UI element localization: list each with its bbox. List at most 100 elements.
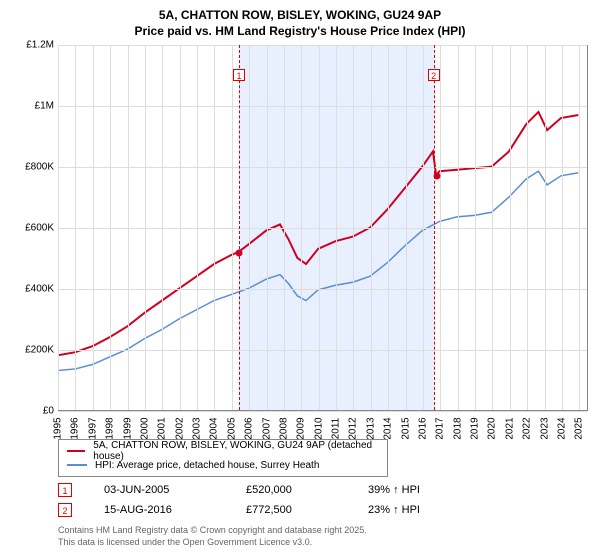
x-tick-label: 2011 <box>331 418 342 440</box>
sale-price: £772,500 <box>246 504 336 516</box>
x-tick-label: 2016 <box>417 418 428 440</box>
gridline-v <box>249 45 250 410</box>
title-line2: Price paid vs. HM Land Registry's House … <box>12 24 588 40</box>
gridline-v <box>284 45 285 410</box>
sale-price: £520,000 <box>246 484 336 496</box>
legend-swatch <box>67 464 87 466</box>
footer-line2: This data is licensed under the Open Gov… <box>58 537 588 549</box>
x-tick-label: 2023 <box>539 418 550 440</box>
legend: 5A, CHATTON ROW, BISLEY, WOKING, GU24 9A… <box>58 439 388 477</box>
event-line <box>239 45 240 410</box>
gridline-h <box>58 228 587 229</box>
x-tick-label: 1999 <box>122 418 133 440</box>
gridline-v <box>319 45 320 410</box>
x-tick-label: 2014 <box>383 418 394 440</box>
gridline-v <box>440 45 441 410</box>
x-tick-label: 1995 <box>53 418 64 440</box>
sale-badge: 1 <box>58 483 72 497</box>
x-tick-label: 2024 <box>556 418 567 440</box>
x-tick-label: 2006 <box>244 418 255 440</box>
gridline-v <box>388 45 389 410</box>
gridline-v <box>562 45 563 410</box>
gridline-v <box>93 45 94 410</box>
y-tick-label: £400K <box>25 284 54 295</box>
footer: Contains HM Land Registry data © Crown c… <box>58 525 588 548</box>
gridline-v <box>371 45 372 410</box>
gridline-h <box>58 45 587 46</box>
gridline-h <box>58 350 587 351</box>
gridline-h <box>58 289 587 290</box>
gridline-v <box>423 45 424 410</box>
x-tick-label: 2005 <box>226 418 237 440</box>
x-tick-label: 2020 <box>487 418 498 440</box>
x-tick-label: 2025 <box>574 418 585 440</box>
sales-list: 1 03-JUN-2005 £520,000 39% ↑ HPI 2 15-AUG-201… <box>12 483 588 517</box>
sale-delta: 39% ↑ HPI <box>368 484 420 496</box>
gridline-v <box>214 45 215 410</box>
footer-line1: Contains HM Land Registry data © Crown c… <box>58 525 588 537</box>
x-tick-label: 2018 <box>452 418 463 440</box>
gridline-v <box>492 45 493 410</box>
x-tick-label: 1997 <box>87 418 98 440</box>
gridline-h <box>58 106 587 107</box>
x-tick-label: 2012 <box>348 418 359 440</box>
x-tick-label: 2021 <box>504 418 515 440</box>
chart-area: £0£200K£400K£600K£800K£1M£1.2M 12 199519… <box>12 45 588 433</box>
x-tick-label: 2010 <box>313 418 324 440</box>
gridline-v <box>145 45 146 410</box>
y-tick-label: £1.2M <box>26 40 54 51</box>
sale-row: 1 03-JUN-2005 £520,000 39% ↑ HPI <box>58 483 588 497</box>
gridline-v <box>301 45 302 410</box>
gridline-v <box>406 45 407 410</box>
gridline-v <box>180 45 181 410</box>
gridline-v <box>232 45 233 410</box>
x-tick-label: 2013 <box>365 418 376 440</box>
event-line <box>434 45 435 410</box>
x-tick-label: 2004 <box>209 418 220 440</box>
x-tick-label: 2017 <box>435 418 446 440</box>
gridline-v <box>527 45 528 410</box>
sale-badge: 2 <box>58 503 72 517</box>
x-tick-label: 2002 <box>174 418 185 440</box>
y-tick-label: £1M <box>35 101 54 112</box>
x-tick-label: 2001 <box>157 418 168 440</box>
sale-date: 15-AUG-2016 <box>104 504 214 516</box>
x-tick-label: 2000 <box>139 418 150 440</box>
gridline-v <box>197 45 198 410</box>
x-tick-label: 2019 <box>470 418 481 440</box>
gridline-v <box>110 45 111 410</box>
y-tick-label: £200K <box>25 345 54 356</box>
gridline-v <box>75 45 76 410</box>
gridline-v <box>336 45 337 410</box>
x-tick-label: 2022 <box>522 418 533 440</box>
x-tick-label: 2015 <box>400 418 411 440</box>
gridline-v <box>353 45 354 410</box>
x-tick-label: 1996 <box>70 418 81 440</box>
gridline-v <box>579 45 580 410</box>
x-tick-label: 1998 <box>105 418 116 440</box>
x-tick-label: 2009 <box>296 418 307 440</box>
legend-swatch <box>67 450 85 452</box>
x-tick-label: 2007 <box>261 418 272 440</box>
gridline-v <box>458 45 459 410</box>
gridline-v <box>267 45 268 410</box>
y-tick-label: £600K <box>25 223 54 234</box>
gridline-v <box>128 45 129 410</box>
sale-dot <box>433 172 440 179</box>
legend-label: HPI: Average price, detached house, Surr… <box>95 460 319 471</box>
legend-item: 5A, CHATTON ROW, BISLEY, WOKING, GU24 9A… <box>67 444 379 458</box>
x-tick-label: 2008 <box>278 418 289 440</box>
y-axis: £0£200K£400K£600K£800K£1M£1.2M <box>12 45 58 411</box>
sale-date: 03-JUN-2005 <box>104 484 214 496</box>
y-tick-label: £0 <box>43 406 54 417</box>
sale-dot <box>236 249 243 256</box>
y-tick-label: £800K <box>25 162 54 173</box>
gridline-v <box>510 45 511 410</box>
chart-title: 5A, CHATTON ROW, BISLEY, WOKING, GU24 9A… <box>12 8 588 39</box>
sale-delta: 23% ↑ HPI <box>368 504 420 516</box>
gridline-v <box>162 45 163 410</box>
gridline-h <box>58 167 587 168</box>
gridline-v <box>58 45 59 410</box>
title-line1: 5A, CHATTON ROW, BISLEY, WOKING, GU24 9A… <box>12 8 588 24</box>
plot-region: 12 <box>58 45 588 411</box>
